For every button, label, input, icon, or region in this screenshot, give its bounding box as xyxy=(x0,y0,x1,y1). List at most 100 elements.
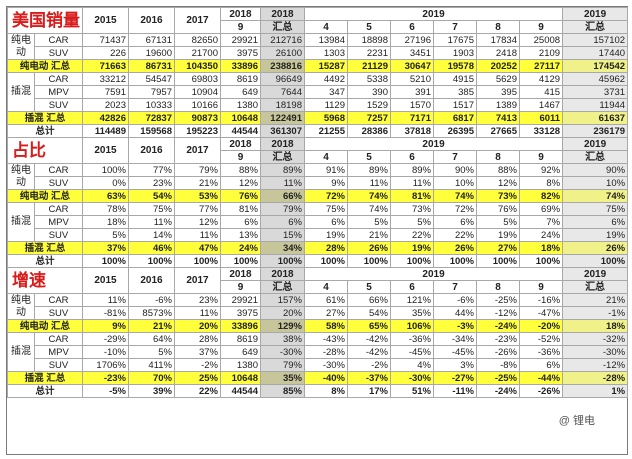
data-cell: 3975 xyxy=(220,306,261,320)
data-cell: 35% xyxy=(390,306,434,320)
data-cell: 6% xyxy=(260,215,305,229)
total-cell: 100% xyxy=(518,254,564,268)
row-label: CAR xyxy=(34,72,83,86)
header-2018-total: 2018 xyxy=(260,267,305,281)
subtotal-cell: 76% xyxy=(220,189,261,203)
data-cell: 5210 xyxy=(390,72,434,86)
data-cell: 11% xyxy=(260,176,305,190)
total-cell: 44544 xyxy=(220,384,261,398)
subtotal-cell: 26% xyxy=(562,241,629,255)
data-cell: 11944 xyxy=(562,98,629,112)
total-cell: 17% xyxy=(347,384,391,398)
subtotal-cell: 6011 xyxy=(518,111,564,125)
data-cell: 89% xyxy=(347,163,391,177)
total-cell: 1% xyxy=(562,384,629,398)
data-cell: 61% xyxy=(304,293,348,307)
data-cell: 29921 xyxy=(220,33,261,47)
row-label: SUV xyxy=(34,176,83,190)
header-year-2015: 2015 xyxy=(82,267,129,294)
data-cell: 347 xyxy=(304,85,348,99)
data-cell: 18198 xyxy=(260,98,305,112)
data-cell: -30% xyxy=(260,345,305,359)
data-cell: 415 xyxy=(518,85,564,99)
data-cell: 4% xyxy=(390,358,434,372)
subtotal-cell: -27% xyxy=(433,371,477,385)
subtotal-label: 插混 汇总 xyxy=(7,241,83,255)
header-row: 增速 2015 2016 2017 2018 2018 2019 2019 xyxy=(7,267,629,294)
header-year-2015: 2015 xyxy=(82,137,129,164)
data-cell: 28% xyxy=(174,332,221,346)
data-cell: 649 xyxy=(220,345,261,359)
data-cell: 19% xyxy=(476,228,520,242)
subtotal-cell: 66% xyxy=(260,189,305,203)
header-month: 4 xyxy=(304,20,348,34)
subtotal-cell: 19% xyxy=(390,241,434,255)
header-year-2018: 2018 xyxy=(220,267,261,281)
data-cell: -29% xyxy=(82,332,129,346)
header-2018-total: 2018 xyxy=(260,7,305,21)
data-cell: 77% xyxy=(128,163,175,177)
data-cell: 6% xyxy=(562,215,629,229)
header-month: 9 xyxy=(518,280,564,294)
data-cell: 71437 xyxy=(82,33,129,47)
data-cell: 8573% xyxy=(128,306,175,320)
row-label: SUV xyxy=(34,358,83,372)
data-cell: 81% xyxy=(220,202,261,216)
total-cell: 100% xyxy=(260,254,305,268)
table-row: 纯电动 CAR 11% -6% 23% 29921 157% 61% 66% 121% -6% -25… xyxy=(7,293,629,320)
data-cell: -28% xyxy=(304,345,348,359)
header-month: 4 xyxy=(304,280,348,294)
data-cell: 5629 xyxy=(476,72,520,86)
data-cell: 10% xyxy=(433,176,477,190)
subtotal-cell: 19578 xyxy=(433,59,477,73)
subtotal-cell: 20% xyxy=(174,319,221,333)
subtotal-cell: 81% xyxy=(390,189,434,203)
subtotal-cell: 65% xyxy=(347,319,391,333)
table-row: SUV -81% 8573% 11% 3975 20% 27% 54% 35% 44% -12% -4… xyxy=(8,306,629,320)
subtotal-cell: 18% xyxy=(518,241,564,255)
total-cell: 39% xyxy=(128,384,175,398)
subtotal-cell: 47% xyxy=(174,241,221,255)
data-cell: 10% xyxy=(562,176,629,190)
table-row: 纯电动 CAR 100% 77% 79% 88% 89% 91% 89% 89% 90% 88% 92%… xyxy=(7,163,629,190)
data-cell: 14% xyxy=(128,228,175,242)
header-month-9: 9 xyxy=(220,150,261,164)
row-label: SUV xyxy=(34,98,83,112)
data-cell: 88% xyxy=(220,163,261,177)
subtotal-cell: 174542 xyxy=(562,59,629,73)
data-cell: 3975 xyxy=(220,46,261,60)
data-cell: 1570 xyxy=(390,98,434,112)
subtotal-cell: 71663 xyxy=(82,59,129,73)
header-year-2019: 2019 xyxy=(303,267,564,281)
subtotal-cell: 58% xyxy=(304,319,348,333)
total-cell: 28386 xyxy=(347,124,391,138)
data-cell: 649 xyxy=(220,85,261,99)
data-cell: 2023 xyxy=(82,98,129,112)
data-cell: 5% xyxy=(390,215,434,229)
header-year-2016: 2016 xyxy=(128,267,175,294)
data-cell: 19% xyxy=(562,228,629,242)
subtotal-cell: 7413 xyxy=(476,111,520,125)
table-row: MPV 7591 7957 10904 649 7644 347 390 391 385 395 41… xyxy=(8,85,629,99)
table-row: 插混 CAR 78% 75% 77% 81% 79% 75% 74% 73% 72% 76% 69% 75… xyxy=(7,202,629,242)
header-row: 占比 2015 2016 2017 2018 2018 2019 2019 xyxy=(7,137,629,164)
data-cell: -1% xyxy=(562,306,629,320)
subtotal-cell: 10648 xyxy=(220,111,261,125)
header-month: 9 xyxy=(518,150,564,164)
data-cell: 69803 xyxy=(174,72,221,86)
subtotal-cell: 7257 xyxy=(347,111,391,125)
data-cell: 64% xyxy=(128,332,175,346)
subtotal-cell: -3% xyxy=(433,319,477,333)
subtotal-label: 插混 汇总 xyxy=(7,111,83,125)
subtotal-label: 插混 汇总 xyxy=(7,371,83,385)
data-cell: 82650 xyxy=(174,33,221,47)
row-label: MPV xyxy=(34,85,83,99)
watermark: @ 锂电 xyxy=(555,411,598,429)
header-2019-total: 2019 xyxy=(562,267,629,281)
subtotal-cell: 20252 xyxy=(476,59,520,73)
data-cell: 66% xyxy=(347,293,391,307)
data-cell: 17675 xyxy=(433,33,477,47)
subtotal-cell: 33896 xyxy=(220,59,261,73)
subtotal-cell: 34% xyxy=(260,241,305,255)
subtotal-row: 插混 汇总 -23% 70% 25% 10648 35% -40% -37% -30% -27% -… xyxy=(7,371,629,385)
